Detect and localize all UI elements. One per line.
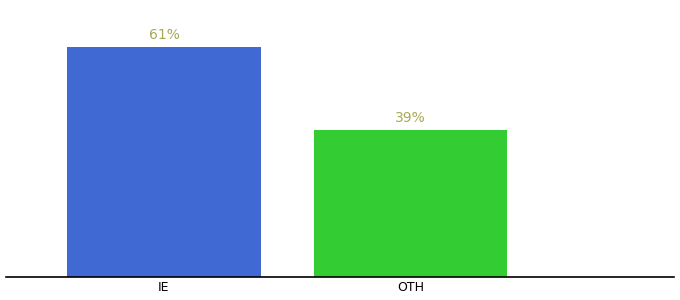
Bar (313, 130, 507, 277)
Text: 39%: 39% (395, 111, 426, 125)
Bar (67, 47, 261, 277)
Text: 61%: 61% (148, 28, 180, 42)
